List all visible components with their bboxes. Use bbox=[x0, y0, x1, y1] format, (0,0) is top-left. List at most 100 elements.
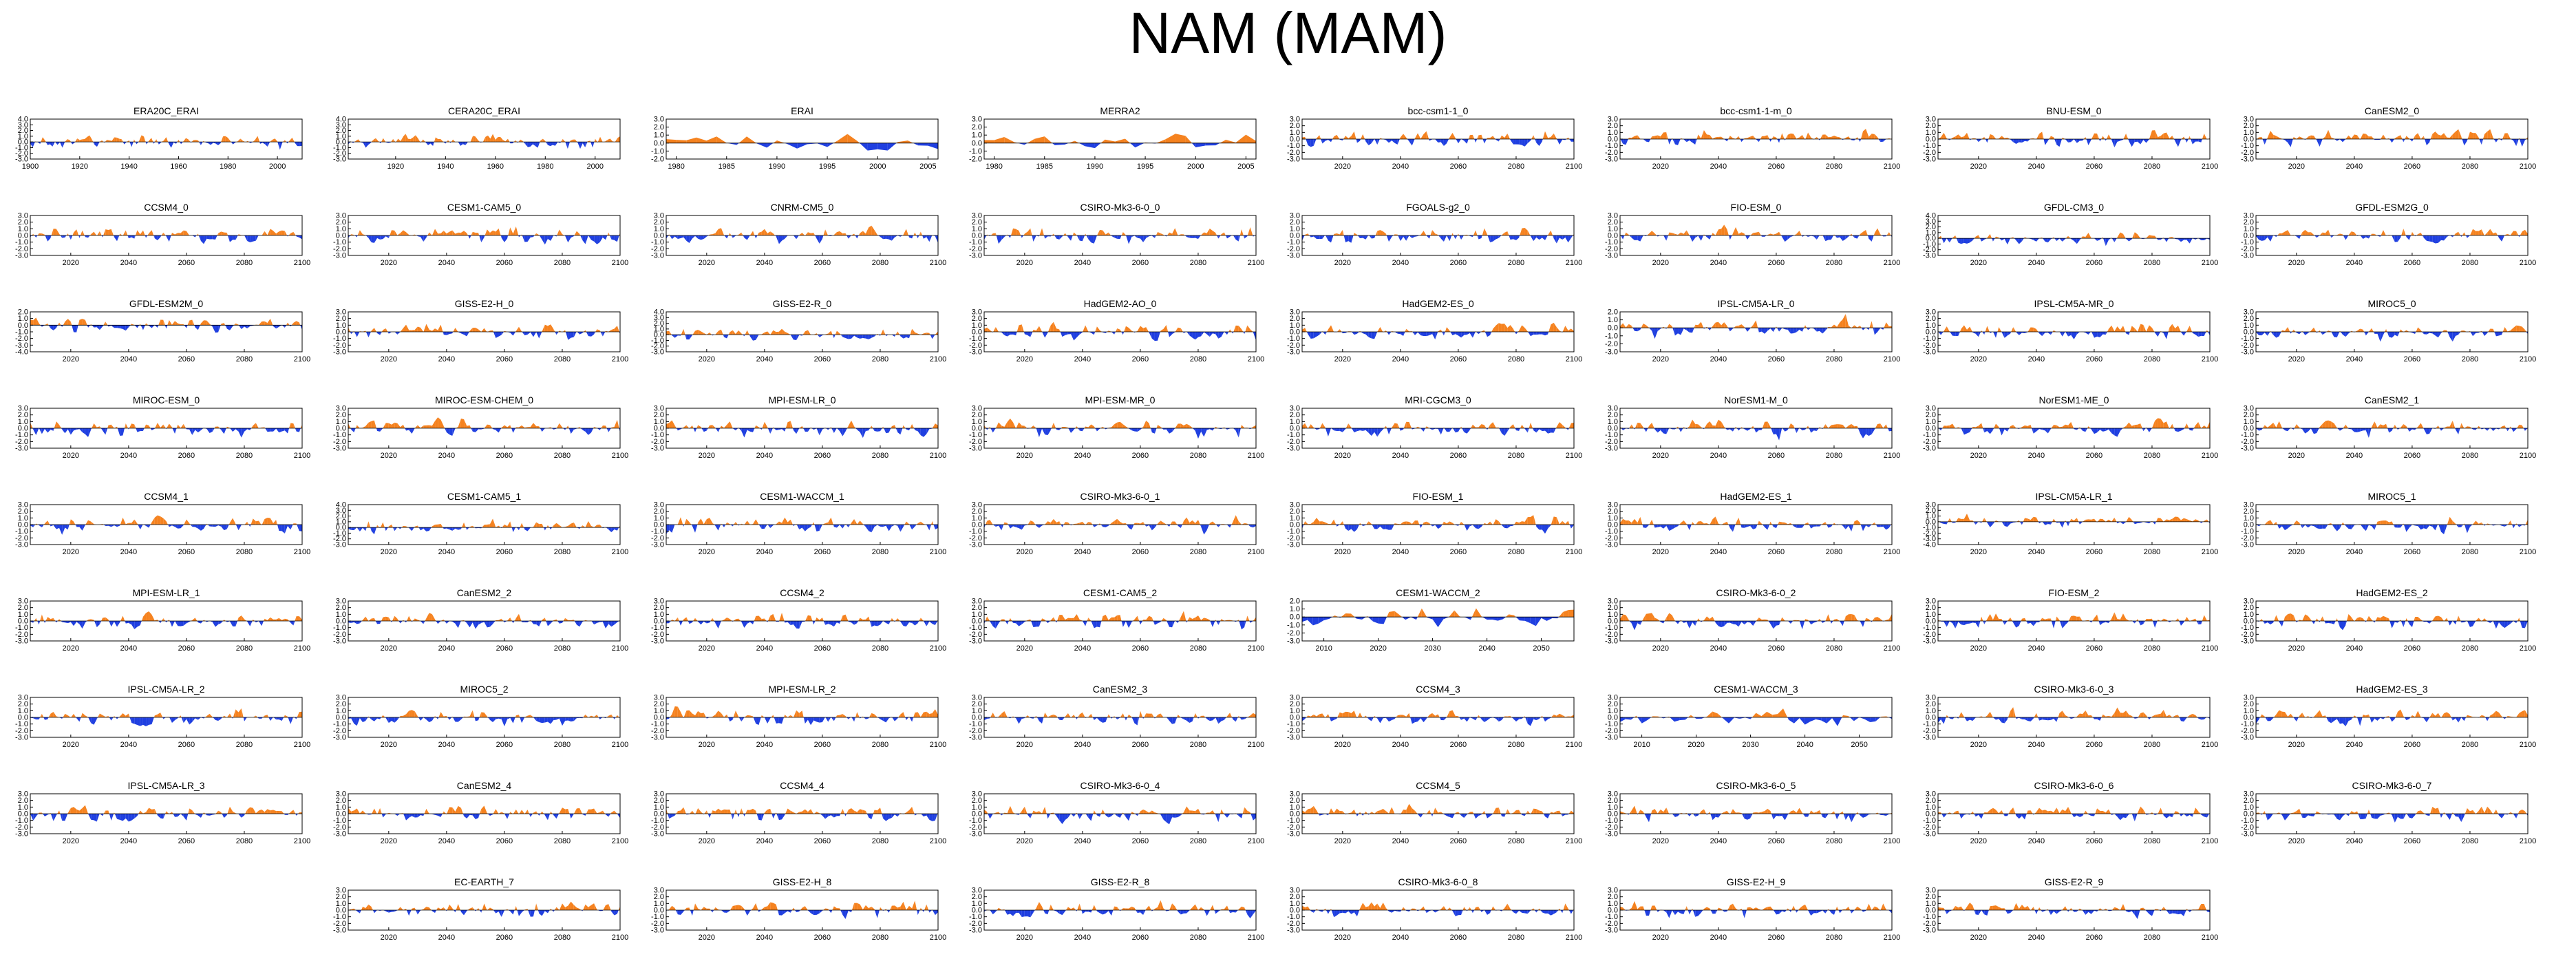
area-segment bbox=[831, 428, 833, 433]
area-segment bbox=[2299, 235, 2301, 239]
area-segment bbox=[579, 332, 582, 335]
area-segment bbox=[846, 428, 847, 432]
area-segment bbox=[1652, 328, 1654, 339]
area-segment bbox=[136, 142, 138, 144]
area-segment bbox=[1129, 428, 1131, 430]
area-segment bbox=[595, 139, 597, 143]
area-segment bbox=[1753, 426, 1754, 428]
area-segment bbox=[2465, 139, 2467, 145]
area-segment bbox=[1626, 139, 1628, 145]
area-segment bbox=[677, 140, 687, 143]
area-segment bbox=[184, 138, 187, 143]
area-segment bbox=[2321, 332, 2323, 335]
area-segment bbox=[666, 423, 669, 428]
area-segment bbox=[892, 335, 895, 337]
area-segment bbox=[1453, 332, 1456, 335]
area-segment bbox=[591, 235, 594, 242]
area-segment bbox=[2303, 332, 2305, 335]
area-segment bbox=[438, 139, 440, 142]
area-segment bbox=[2001, 332, 2004, 338]
area-segment bbox=[2036, 329, 2039, 332]
area-segment bbox=[360, 230, 363, 235]
area-segment bbox=[730, 421, 732, 428]
area-segment bbox=[1732, 233, 1733, 235]
area-segment bbox=[2191, 139, 2193, 145]
area-segment bbox=[206, 235, 209, 240]
area-segment bbox=[292, 323, 294, 325]
area-segment bbox=[2087, 426, 2088, 428]
area-segment bbox=[1328, 139, 1331, 142]
area-segment bbox=[1125, 139, 1130, 143]
area-segment bbox=[2487, 229, 2490, 235]
area-segment bbox=[2285, 327, 2288, 332]
area-segment bbox=[2340, 428, 2343, 431]
area-segment bbox=[2387, 332, 2389, 337]
area-segment bbox=[2525, 428, 2528, 431]
area-segment bbox=[1030, 229, 1032, 235]
area-segment bbox=[776, 235, 779, 244]
x-tick-label: 2100 bbox=[2202, 162, 2218, 171]
y-tick-label: 3.0 bbox=[1926, 308, 1936, 317]
area-segment bbox=[1979, 332, 1981, 337]
area-segment bbox=[1198, 428, 1201, 439]
area-segment bbox=[1435, 332, 1438, 339]
area-segment bbox=[39, 428, 42, 434]
area-segment bbox=[736, 330, 738, 335]
area-segment bbox=[123, 428, 125, 436]
area-segment bbox=[1762, 328, 1765, 334]
area-segment bbox=[30, 423, 32, 428]
area-segment bbox=[701, 331, 703, 335]
area-segment bbox=[770, 330, 773, 335]
area-segment bbox=[707, 428, 708, 430]
area-segment bbox=[1747, 428, 1750, 431]
area-segment bbox=[2198, 139, 2201, 143]
area-segment bbox=[1461, 235, 1464, 240]
area-segment bbox=[2511, 231, 2513, 235]
x-tick-label: 2100 bbox=[294, 355, 310, 363]
area-segment bbox=[785, 428, 786, 432]
area-segment bbox=[392, 423, 394, 428]
x-tick-label: 1960 bbox=[487, 162, 504, 171]
area-segment bbox=[1206, 143, 1216, 146]
area-segment bbox=[913, 233, 915, 235]
area-segment bbox=[2022, 139, 2025, 143]
area-segment bbox=[2372, 421, 2374, 428]
area-segment bbox=[1405, 329, 1407, 332]
x-tick-label: 2040 bbox=[2346, 162, 2363, 171]
area-segment bbox=[1765, 328, 1767, 334]
area-segment bbox=[2118, 326, 2120, 332]
area-segment bbox=[1661, 132, 1663, 139]
area-segment bbox=[1380, 230, 1383, 235]
area-segment bbox=[1637, 328, 1640, 331]
area-segment bbox=[710, 333, 712, 335]
area-segment bbox=[438, 417, 440, 428]
area-segment bbox=[2343, 425, 2346, 428]
area-segment bbox=[1453, 133, 1456, 139]
area-segment bbox=[1718, 137, 1721, 139]
area-segment bbox=[1710, 421, 1712, 428]
area-segment bbox=[586, 332, 588, 336]
area-segment bbox=[1233, 428, 1236, 431]
area-segment bbox=[1317, 332, 1319, 337]
area-segment bbox=[1352, 332, 1354, 335]
area-segment bbox=[1511, 325, 1513, 332]
area-segment bbox=[1551, 231, 1553, 235]
x-tick-label: 2060 bbox=[1450, 355, 1467, 363]
area-segment bbox=[227, 233, 228, 235]
area-segment bbox=[860, 335, 863, 339]
area-segment bbox=[2471, 332, 2473, 336]
area-segment bbox=[1721, 137, 1724, 139]
area-segment bbox=[681, 235, 683, 238]
plot-frame bbox=[1938, 215, 2210, 255]
area-segment bbox=[2201, 425, 2204, 428]
area-segment bbox=[107, 140, 109, 142]
area-segment bbox=[1817, 235, 1820, 240]
x-tick-label: 2100 bbox=[294, 259, 310, 267]
area-segment bbox=[2498, 235, 2499, 238]
x-tick-label: 2100 bbox=[1566, 259, 1582, 267]
area-segment bbox=[1759, 428, 1762, 430]
area-segment bbox=[1340, 230, 1343, 235]
area-segment bbox=[2305, 428, 2308, 434]
